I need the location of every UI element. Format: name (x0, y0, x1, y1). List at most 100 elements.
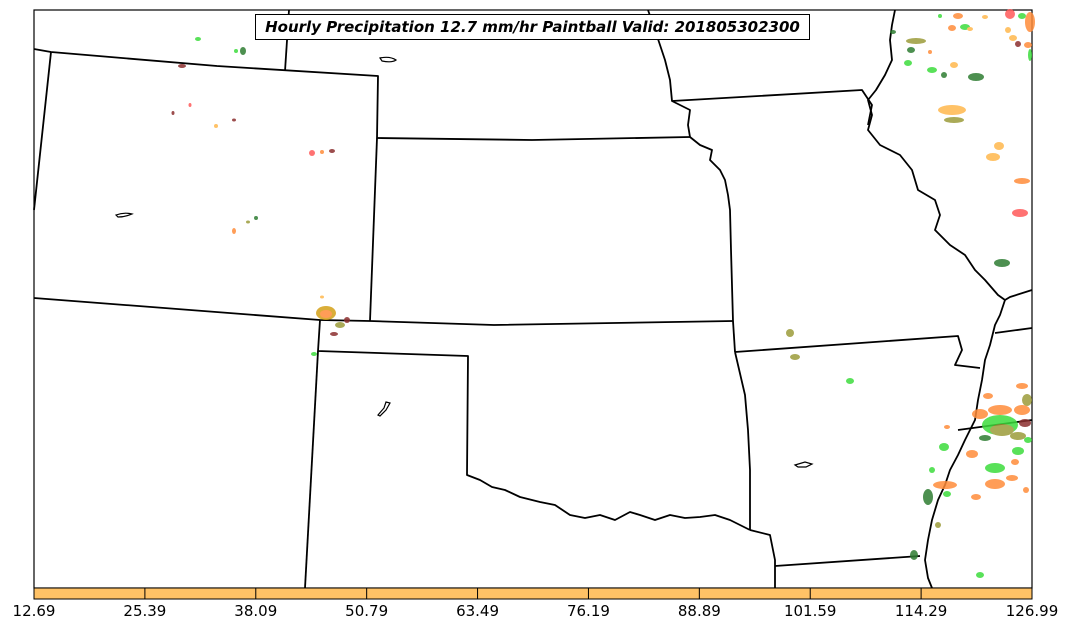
precip-cell (950, 62, 958, 68)
precip-cell (214, 124, 218, 128)
boundary-tn-north (994, 327, 1033, 334)
colorbar-tick-label: 63.49 (456, 602, 500, 620)
boundary-ar-south (774, 555, 921, 567)
precip-cell (943, 491, 951, 497)
precip-cell (344, 317, 350, 323)
precip-cell (1025, 12, 1035, 32)
precip-cell (1009, 35, 1017, 41)
precip-cell (979, 435, 991, 441)
precip-cell (944, 425, 950, 429)
boundary-co-west (33, 51, 52, 211)
boundary-ky (1004, 289, 1033, 301)
precip-cell (329, 149, 335, 153)
precip-cell (786, 329, 794, 337)
precip-cell (1016, 383, 1028, 389)
precip-cell (968, 73, 984, 81)
lakes (114, 56, 814, 468)
precip-cell (240, 47, 246, 55)
lake-nebraska (379, 56, 398, 63)
precip-cell (923, 489, 933, 505)
colorbar-tick-label: 12.69 (12, 602, 56, 620)
colorbar-tick-label: 25.39 (123, 602, 167, 620)
colorbar-tick-label: 126.99 (1005, 602, 1059, 620)
precip-cell (910, 550, 918, 560)
precip-cell (935, 522, 941, 528)
colorbar-tick-label: 101.59 (783, 602, 837, 620)
precip-cell (1012, 209, 1028, 217)
boundary-ok-east (734, 351, 751, 530)
precip-cell (985, 463, 1005, 473)
precip-cell (335, 322, 345, 328)
boundary-nm-east (304, 350, 319, 589)
precip-cell (232, 118, 236, 122)
precip-cell (976, 572, 984, 578)
precip-cell (944, 117, 964, 123)
precip-cell (246, 220, 250, 224)
precip-cell (967, 27, 973, 31)
boundary-ia-south (671, 89, 873, 126)
precip-cell (994, 259, 1010, 267)
precip-cell (986, 153, 1000, 161)
precip-cell (1005, 27, 1011, 33)
lake-wyoming (114, 212, 134, 218)
precip-cell (982, 15, 988, 19)
precip-cell (1006, 475, 1018, 481)
precip-cell (846, 378, 854, 384)
precip-cell (941, 72, 947, 78)
precip-cell (938, 105, 966, 115)
boundary-tx-ar (749, 529, 776, 588)
precip-cell (320, 150, 324, 154)
precip-cell (972, 409, 988, 419)
map-title: Hourly Precipitation 12.7 mm/hr Paintbal… (255, 14, 810, 40)
precip-cell (309, 150, 315, 156)
precip-cell (927, 67, 937, 73)
lake-nm (377, 401, 391, 417)
precip-cell (953, 13, 963, 19)
precip-cell (311, 352, 317, 356)
precip-cell (1024, 437, 1032, 443)
precip-cell (171, 111, 175, 115)
precip-cell (907, 47, 915, 53)
precip-cell (966, 450, 978, 458)
precip-cells (171, 9, 1035, 578)
precip-cell (988, 405, 1012, 415)
precip-cell (195, 37, 201, 41)
precip-cell (939, 443, 949, 451)
precip-cell (254, 216, 258, 220)
precip-cell (928, 50, 932, 54)
state-boundaries (33, 9, 1033, 589)
precip-cell (990, 424, 1014, 436)
boundary-ok-west (317, 319, 751, 531)
precip-cell (948, 25, 956, 31)
precip-cell (1015, 41, 1021, 47)
precip-cell (1011, 459, 1019, 465)
precip-cell (188, 103, 192, 107)
colorbar (33, 587, 1033, 600)
colorbar-tick-label: 50.79 (345, 602, 389, 620)
precip-cell (985, 479, 1005, 489)
precip-cell (178, 64, 186, 68)
precip-cell (1028, 49, 1032, 61)
precip-cell (906, 38, 926, 44)
precip-cell (320, 310, 332, 318)
precip-cell (983, 393, 993, 399)
map-frame (33, 9, 1033, 589)
boundary-ar-north (734, 335, 981, 369)
precip-cell (971, 494, 981, 500)
precip-cell (232, 228, 236, 234)
boundary-mississippi-upper (867, 9, 1006, 589)
precip-cell (938, 14, 942, 18)
colorbar-tick-label: 38.09 (234, 602, 278, 620)
precip-cell (320, 295, 324, 299)
colorbar-ticks (33, 588, 1033, 599)
precip-cell (904, 60, 912, 66)
precip-cell (1018, 13, 1026, 19)
precip-cell (1023, 487, 1029, 493)
precip-cell (1022, 394, 1032, 406)
colorbar-tick-label: 114.29 (894, 602, 948, 620)
precip-cell (933, 481, 957, 489)
precip-cell (1019, 419, 1031, 427)
lake-arkansas (793, 461, 814, 468)
precip-cell (1010, 432, 1026, 440)
